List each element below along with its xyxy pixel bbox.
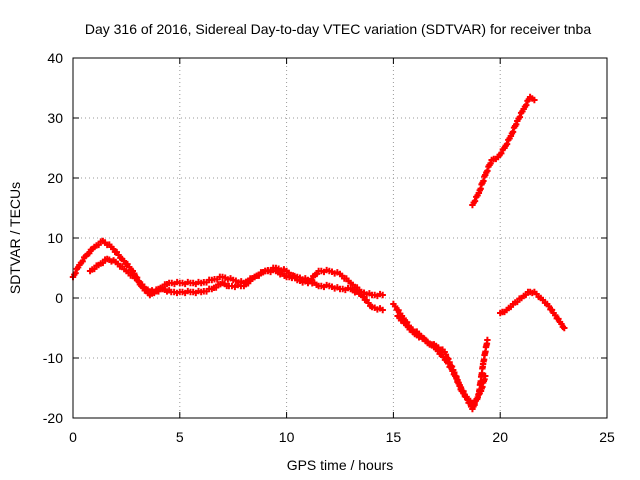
y-tick-label: 10	[47, 230, 63, 246]
chart-title: Day 316 of 2016, Sidereal Day-to-day VTE…	[85, 21, 592, 37]
data-point-marker	[86, 250, 93, 257]
data-point-marker	[498, 150, 505, 157]
data-point-marker	[79, 258, 86, 265]
ticks: 0 5 10 15 20 25 -20 -10 0 10 20 30 40	[43, 50, 615, 445]
data-point-marker	[455, 379, 462, 386]
series-track-b	[86, 255, 386, 314]
y-tick-label: 0	[55, 290, 63, 306]
data-point-marker	[99, 259, 107, 267]
series-track-e	[469, 93, 538, 209]
x-tick-label: 5	[176, 429, 184, 445]
data-point-marker	[379, 306, 386, 314]
data-point-marker	[509, 128, 517, 136]
data-point-marker	[395, 307, 402, 314]
data-point-marker	[482, 372, 489, 380]
data-point-marker	[484, 336, 491, 344]
series-track-d	[394, 312, 489, 407]
data-point-marker	[391, 303, 399, 310]
plot-frame	[72, 57, 608, 419]
y-axis-label: SDTVAR / TECUs	[7, 182, 23, 294]
data-point-marker	[447, 364, 455, 371]
x-tick-label: 25	[599, 429, 615, 445]
data-point-marker	[244, 280, 252, 287]
data-point-marker	[516, 113, 524, 121]
data-point-marker	[503, 140, 511, 148]
series-track-f	[497, 288, 568, 332]
data-point-marker	[449, 367, 456, 375]
data-point-marker	[484, 167, 491, 175]
y-tick-label: -20	[43, 410, 63, 426]
data-point-marker	[95, 241, 102, 249]
data-point-marker	[456, 382, 463, 390]
y-tick-label: 20	[47, 170, 63, 186]
data-point-marker	[471, 197, 479, 205]
data-point-marker	[561, 324, 568, 332]
x-axis-label: GPS time / hours	[287, 457, 394, 473]
y-tick-label: 40	[47, 50, 63, 66]
x-tick-label: 20	[492, 429, 508, 445]
data-point-marker	[445, 360, 452, 367]
data-point-marker	[473, 395, 481, 403]
data-point-marker	[513, 121, 520, 128]
y-tick-label: -10	[43, 350, 63, 366]
data-point-marker	[379, 291, 386, 299]
data-point-marker	[91, 265, 98, 273]
data-point-marker	[487, 160, 494, 167]
data-points	[69, 93, 568, 413]
data-point-marker	[523, 101, 530, 109]
x-tick-label: 10	[279, 429, 295, 445]
y-tick-label: 30	[47, 110, 63, 126]
x-tick-label: 15	[386, 429, 402, 445]
data-point-marker	[514, 298, 521, 306]
x-tick-label: 0	[69, 429, 77, 445]
data-point-marker	[453, 375, 460, 382]
data-point-marker	[531, 96, 538, 104]
